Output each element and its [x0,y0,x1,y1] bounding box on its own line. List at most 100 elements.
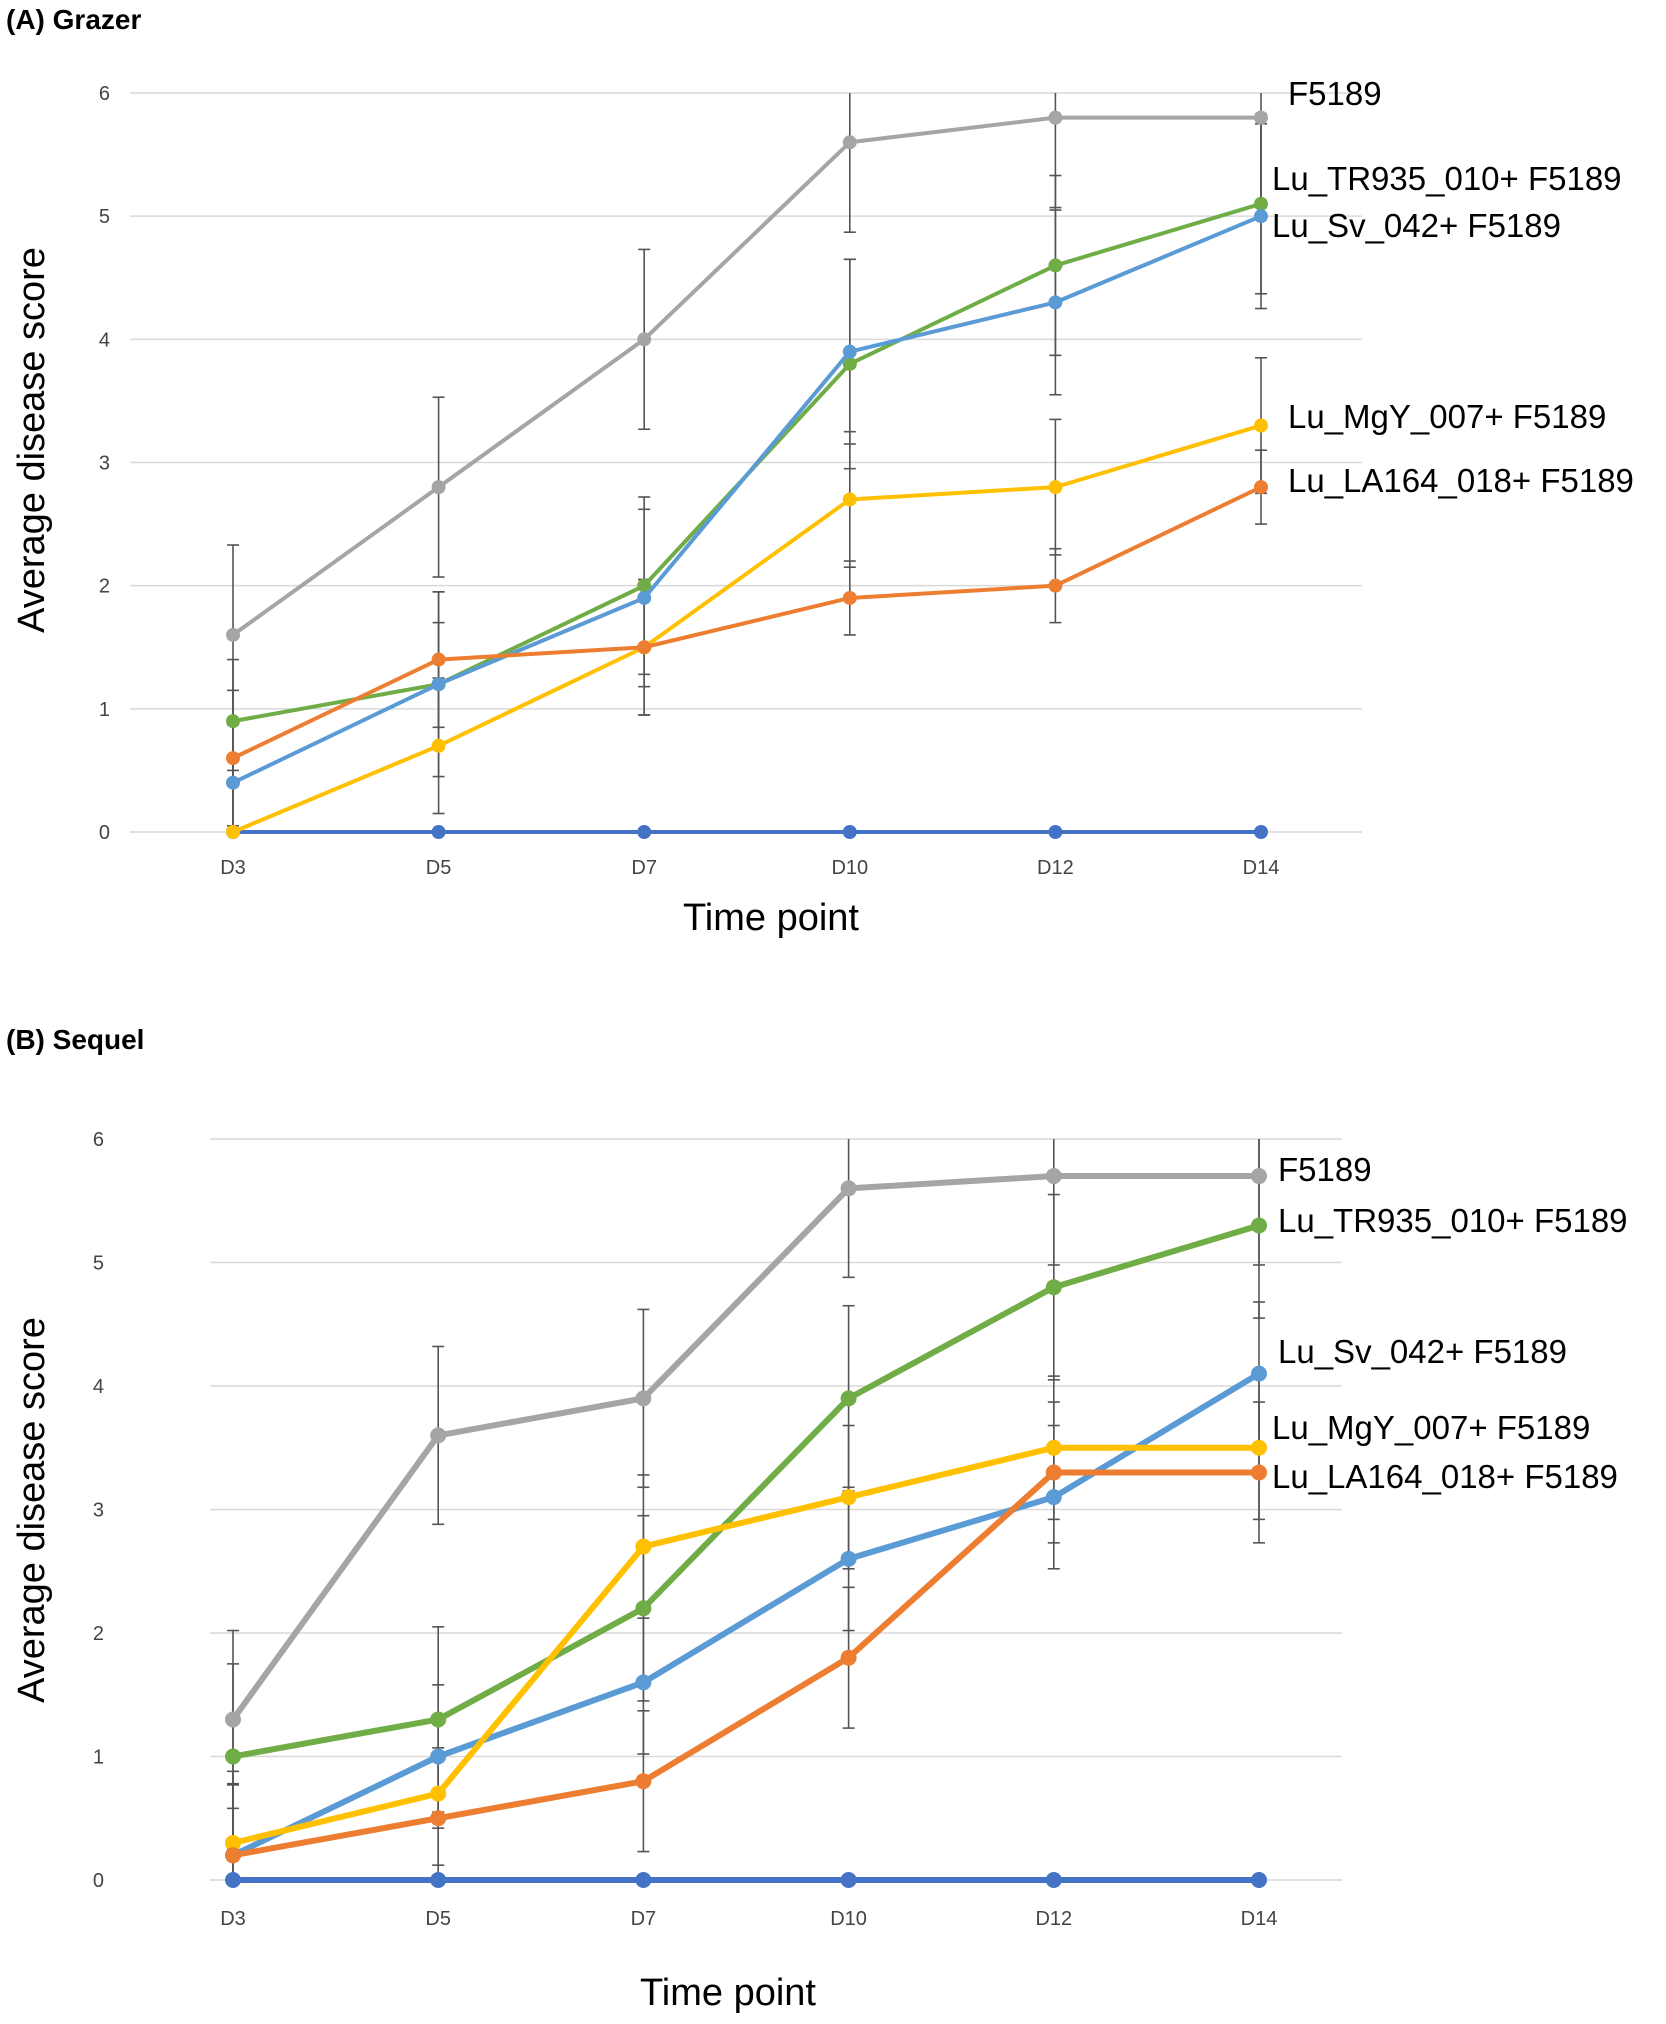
chart-grazer: 0 1 2 3 4 5 6 D3 D5 D7 D10 D12 D14 Time point Average … [11,75,1634,939]
data-point [637,590,652,605]
data-point [637,332,652,347]
data-point [637,640,652,655]
data-point [635,1600,652,1617]
data-point [225,1847,241,1864]
series-label: Lu_LA164_018+ F5189 [1272,1458,1618,1495]
data-point [1254,110,1268,125]
data-point [430,1872,447,1888]
x-tick-label: D5 [425,1908,451,1930]
y-tick-label: 6 [99,83,110,105]
x-tick-label: D14 [1243,857,1280,879]
series-line-b-5 [230,1469,1262,1859]
data-point [1251,1872,1267,1888]
x-tick-label: D3 [220,857,246,879]
x-tick-label: D12 [1035,1908,1072,1930]
data-point [842,135,857,150]
series-label: Lu_TR935_010+ F5189 [1272,160,1622,197]
series-label: Lu_MgY_007+ F5189 [1288,398,1606,435]
data-point [637,825,652,839]
x-tick-label: D7 [631,1908,657,1930]
x-tick-label: D10 [831,857,868,879]
x-tick-label: D12 [1037,857,1074,879]
data-point [635,1390,652,1407]
data-point [226,825,240,839]
data-point [1254,825,1268,839]
y-tick-label: 4 [93,1376,104,1398]
series-line-b-3 [230,1370,1262,1859]
y-tick-label: 3 [99,453,110,475]
data-point [635,1872,652,1888]
x-tick-label: D14 [1241,1908,1278,1930]
y-tick-label: 0 [93,1870,104,1892]
y-axis-title: Average disease score [11,247,53,633]
series-label: Lu_Sv_042+ F5189 [1272,207,1561,244]
data-point [840,1550,857,1567]
data-point [840,1390,857,1407]
data-point [842,344,857,359]
y-tick-label: 5 [93,1253,104,1275]
data-point [226,775,240,790]
series-line-b-4 [230,1444,1262,1846]
data-point [225,1711,241,1728]
data-point [1254,418,1268,433]
series-label: F5189 [1288,75,1382,112]
data-point [842,492,857,507]
data-point [840,1180,857,1197]
data-point [1045,1279,1062,1296]
y-tick-label: 3 [93,1500,104,1522]
series-label: Lu_Sv_042+ F5189 [1278,1333,1567,1370]
y-tick-label: 5 [99,206,110,228]
data-point [430,1785,447,1802]
data-point [431,677,446,692]
data-point [1048,578,1063,593]
y-tick-label: 1 [93,1747,104,1769]
data-point [430,1711,447,1728]
data-point [842,825,857,839]
data-point [431,480,446,495]
data-point [1251,1217,1267,1234]
data-point [226,714,240,729]
data-point [225,1872,241,1888]
series-label: F5189 [1278,1151,1372,1188]
data-point [842,590,857,605]
series-label: Lu_MgY_007+ F5189 [1272,1409,1590,1446]
data-point [1048,825,1063,839]
series-line-b-2 [230,1222,1262,1760]
data-point [1251,1439,1267,1456]
x-axis-title: Time point [640,1972,816,2014]
data-point [430,1810,447,1827]
data-point [1254,480,1268,495]
series-label: Lu_TR935_010+ F5189 [1278,1202,1628,1239]
series-line-a-4 [231,423,1263,834]
data-point [1048,110,1063,125]
x-tick-label: D10 [830,1908,867,1930]
data-point [1048,258,1063,273]
y-tick-label: 2 [99,576,110,598]
series-line-a-5 [231,485,1263,761]
data-point [635,1773,652,1790]
series-label: Lu_LA164_018+ F5189 [1288,462,1634,499]
data-point [430,1748,447,1765]
data-point [226,751,240,766]
panel-a-title: (A) Grazer [6,4,142,35]
data-point [225,1834,241,1851]
y-tick-label: 2 [93,1623,104,1645]
data-point [431,825,446,839]
data-point [1045,1464,1062,1481]
data-point [1251,1464,1267,1481]
y-tick-label: 6 [93,1129,104,1151]
data-point [635,1674,652,1691]
x-axis-title: Time point [683,897,859,939]
data-point [637,578,652,593]
panel-b-title: (B) Sequel [6,1024,145,1055]
x-tick-label: D7 [631,857,657,879]
series-line-b-1 [230,1173,1262,1723]
data-point [1048,295,1063,310]
data-point [226,627,240,642]
data-point [431,738,446,753]
data-point [1251,1168,1267,1185]
x-tick-label: D3 [220,1908,246,1930]
data-point [1045,1872,1062,1888]
y-tick-label: 4 [99,329,110,351]
y-tick-label: 0 [99,822,110,844]
